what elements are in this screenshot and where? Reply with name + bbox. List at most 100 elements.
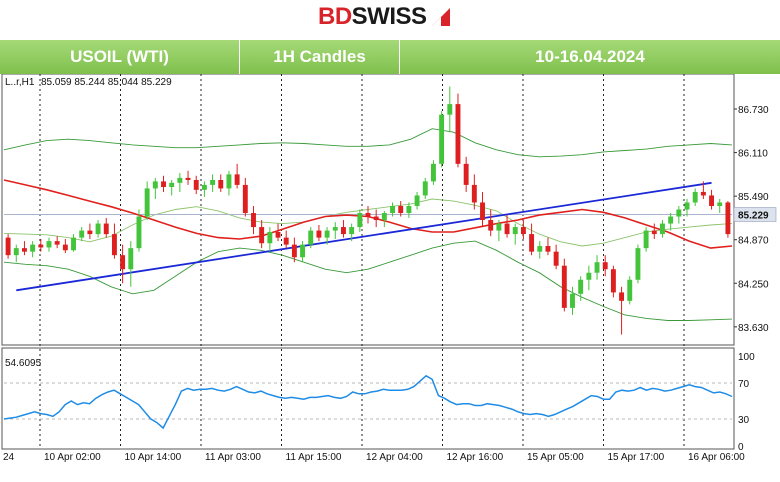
candle-body (46, 241, 52, 248)
candle-body (316, 230, 322, 238)
candle-body (414, 195, 420, 206)
candle-body (259, 227, 265, 244)
candle-body (684, 202, 690, 210)
candle-body (463, 163, 469, 185)
candle-body (169, 182, 175, 188)
candle-body (275, 231, 281, 238)
candle-body (480, 202, 485, 221)
oscillator-label: 54.6095 (5, 358, 42, 369)
candle-body (594, 262, 600, 273)
trendline (16, 181, 712, 292)
candle-body (13, 248, 19, 256)
candle-body (71, 237, 76, 251)
header-symbol: USOIL (WTI) (0, 40, 240, 74)
candle-body (619, 292, 625, 301)
candle-body (193, 179, 199, 190)
candle-body (471, 184, 477, 203)
candle-body (177, 177, 183, 183)
oscillator-tick-label: 100 (738, 352, 755, 363)
bollinger-lower-line (3, 240, 733, 321)
time-tick-label: 12 Apr 04:00 (366, 452, 423, 463)
candle-body (242, 184, 248, 214)
candle-body (488, 220, 494, 231)
candle-body (128, 248, 134, 270)
candle-body (398, 205, 404, 214)
oscillator-tick-label: 30 (738, 415, 750, 426)
candle-body (692, 191, 698, 203)
candle-body (161, 181, 166, 188)
candle-body (627, 279, 633, 301)
candle-body (103, 223, 109, 235)
candle-body (496, 223, 502, 231)
candle-body (586, 272, 592, 280)
brand-logo: BD SWISS (318, 3, 452, 30)
current-price-label: 85.229 (738, 210, 769, 221)
time-tick-label: 15 Apr 17:00 (608, 452, 665, 463)
time-tick-label: 12 Apr 16:00 (447, 452, 504, 463)
candle-body (553, 251, 559, 266)
candle-body (709, 195, 715, 206)
candle-body (349, 227, 355, 235)
price-tick-label: 83.630 (738, 323, 769, 334)
ohlc-label: 85.059 85.244 85.044 85.229 (41, 77, 172, 88)
candle-body (570, 293, 575, 308)
candle-body (643, 230, 649, 249)
candle-body (152, 181, 158, 189)
candle-body (283, 237, 289, 245)
brand-name-red: BD (318, 3, 352, 30)
candle-body (610, 269, 616, 293)
candle-body (308, 230, 314, 245)
candle-body (390, 205, 395, 214)
candle-body (381, 213, 387, 221)
candle-body (447, 104, 453, 115)
candle-body (635, 248, 641, 280)
candle-body (5, 237, 11, 256)
candle-body (430, 163, 436, 182)
candle-body (210, 179, 216, 185)
candle-body (120, 255, 126, 270)
candle-body (406, 205, 412, 214)
candle-body (185, 177, 191, 180)
candle-body (365, 213, 371, 217)
candle-body (38, 244, 44, 248)
candle-body (21, 248, 27, 252)
candle-body (54, 241, 60, 245)
candle-body (676, 209, 682, 217)
info-label: L..r,H1 (5, 77, 35, 88)
candle-body (373, 216, 379, 221)
candle-body (529, 234, 535, 252)
candle-body (291, 244, 297, 258)
candle-body (300, 244, 306, 258)
candle-body (422, 181, 428, 196)
candle-body (62, 244, 68, 251)
candle-body (717, 202, 723, 206)
candle-body (30, 244, 36, 252)
price-tick-label: 84.250 (738, 279, 769, 290)
oscillator-tick-label: 70 (738, 379, 750, 390)
oscillator-line (3, 374, 733, 430)
candle-body (341, 227, 346, 235)
oscillator-tick-label: 0 (738, 442, 744, 453)
bollinger-upper-line (3, 128, 733, 158)
candle-body (561, 265, 567, 308)
price-tick-label: 84.870 (738, 236, 769, 247)
price-tick-label: 85.490 (738, 192, 769, 203)
candle-body (111, 234, 117, 256)
candle-body (201, 184, 207, 190)
candle-body (439, 114, 445, 164)
header-date-range: 10-16.04.2024 (535, 47, 645, 66)
candle-body (218, 179, 224, 189)
candle-body (660, 223, 665, 235)
candle-body (357, 213, 363, 228)
brand-name-dark: SWISS (351, 3, 427, 30)
candle-body (251, 213, 256, 228)
chart-header-bar: USOIL (WTI) 1H Candles 10-16.04.2024 (0, 40, 780, 74)
price-tick-label: 86.730 (738, 105, 769, 116)
candle-body (95, 223, 101, 235)
candle-body (136, 216, 142, 249)
candle-body (226, 174, 232, 189)
candle-body (700, 191, 706, 196)
candle-body (144, 188, 150, 217)
time-tick-label: 10 Apr 14:00 (125, 452, 182, 463)
candle-body (512, 227, 518, 235)
